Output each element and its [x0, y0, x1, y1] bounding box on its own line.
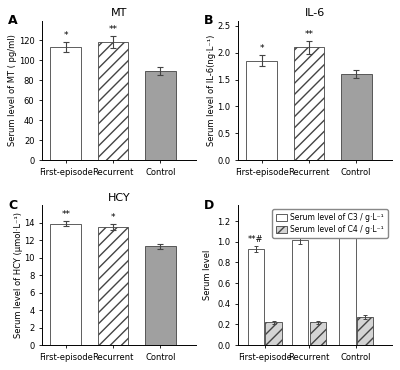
Text: **: **: [108, 26, 118, 34]
Bar: [145, 246, 176, 345]
Bar: [292, 240, 308, 345]
Bar: [145, 71, 176, 160]
Y-axis label: Serum level of HCY (μmol·L⁻¹): Serum level of HCY (μmol·L⁻¹): [14, 212, 22, 338]
Title: MT: MT: [111, 9, 127, 18]
Text: C: C: [8, 199, 18, 212]
Bar: [339, 233, 356, 345]
Y-axis label: Serum level of MT ( pg/ml): Serum level of MT ( pg/ml): [8, 34, 17, 146]
Bar: [50, 224, 81, 345]
Text: D: D: [204, 199, 214, 212]
Y-axis label: Serum level of IL-6(ng·L⁻¹): Serum level of IL-6(ng·L⁻¹): [207, 34, 216, 146]
Text: **#: **#: [248, 235, 264, 244]
Bar: [248, 249, 264, 345]
Bar: [357, 317, 373, 345]
Text: *: *: [64, 31, 68, 40]
Bar: [265, 322, 282, 345]
Bar: [341, 74, 372, 160]
Bar: [50, 47, 81, 160]
Text: *: *: [260, 44, 264, 53]
Text: **: **: [304, 30, 314, 39]
Title: HCY: HCY: [108, 194, 130, 204]
Bar: [246, 61, 277, 160]
Title: IL-6: IL-6: [305, 9, 325, 18]
Bar: [98, 43, 128, 160]
Bar: [294, 47, 324, 160]
Legend: Serum level of C3 / g·L⁻¹, Serum level of C4 / g·L⁻¹: Serum level of C3 / g·L⁻¹, Serum level o…: [272, 209, 388, 238]
Text: **: **: [61, 210, 70, 219]
Y-axis label: Serum level: Serum level: [203, 250, 212, 300]
Bar: [98, 227, 128, 345]
Text: A: A: [8, 14, 18, 27]
Bar: [310, 322, 326, 345]
Text: *: *: [111, 213, 115, 222]
Text: B: B: [204, 14, 214, 27]
